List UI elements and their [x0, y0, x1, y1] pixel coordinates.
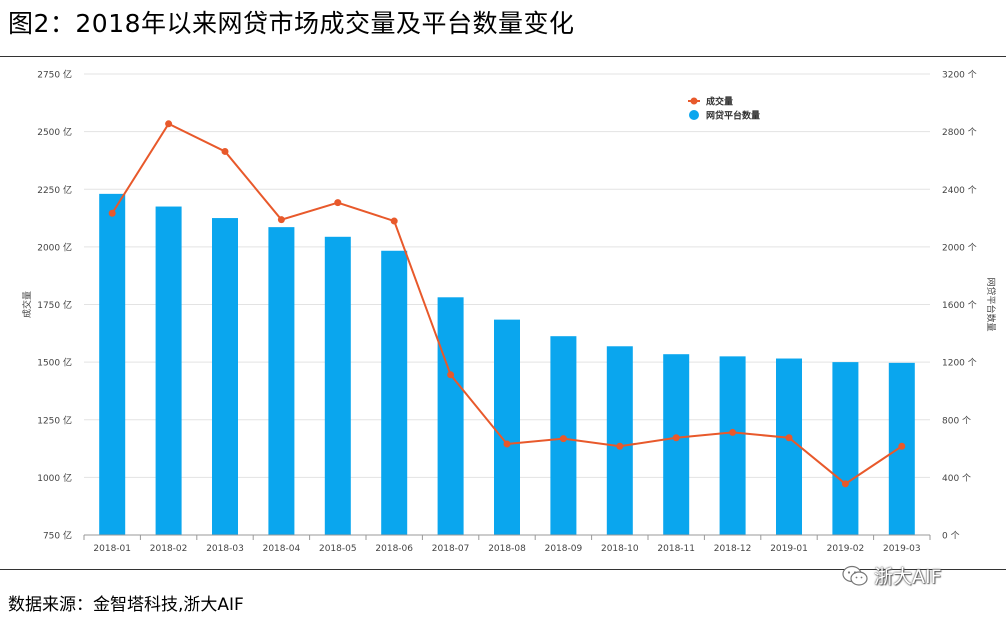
wechat-icon	[842, 565, 868, 586]
watermark: 浙大AIF	[842, 562, 942, 589]
line-point	[841, 480, 849, 488]
bar-series	[99, 193, 915, 536]
x-tick-label: 2019-01	[770, 544, 808, 554]
line-point	[390, 217, 398, 225]
line-point	[447, 371, 455, 379]
y-left-axis-title: 成交量	[21, 291, 33, 318]
top-rule	[0, 56, 1006, 57]
x-tick-label: 2018-01	[93, 544, 131, 554]
y-left-tick-label: 2250 亿	[37, 184, 72, 196]
figure-title: 图2：2018年以来网贷市场成交量及平台数量变化	[8, 9, 575, 38]
y-right-tick-label: 0 个	[942, 531, 960, 542]
y-right-axis-title: 网贷平台数量	[985, 277, 997, 331]
x-tick-label: 2018-07	[432, 544, 470, 554]
bar	[719, 356, 746, 535]
line-point	[898, 442, 906, 450]
bar	[437, 297, 464, 535]
y-right-tick-label: 800 个	[942, 415, 971, 426]
bar	[776, 358, 802, 535]
legend-line-dot	[690, 97, 698, 105]
legend-label-line: 成交量	[706, 96, 733, 108]
bar	[832, 362, 859, 535]
bar	[494, 319, 520, 535]
bar	[663, 354, 690, 535]
line-point	[221, 147, 229, 155]
line-point	[559, 435, 567, 443]
x-tick-label: 2018-10	[601, 544, 639, 554]
x-tick-label: 2018-05	[319, 544, 357, 554]
line-point	[277, 216, 285, 224]
y-left-tick-label: 1750 亿	[37, 299, 72, 311]
bar	[606, 346, 633, 535]
x-tick-label: 2018-03	[206, 544, 244, 554]
bottom-rule	[0, 569, 1006, 570]
y-right-tick-label: 2000 个	[942, 242, 977, 253]
y-left-tick-label: 1000 亿	[37, 472, 72, 484]
x-tick-label: 2018-02	[150, 544, 188, 554]
line-point	[729, 428, 737, 436]
x-tick-label: 2018-04	[263, 544, 301, 554]
line-series	[108, 120, 906, 488]
legend-label-bar: 网贷平台数量	[706, 110, 760, 122]
x-tick-label: 2018-08	[488, 544, 526, 554]
combo-chart: 750 亿 1000 亿 1250 亿 1500 亿 1750 亿 2000 亿 2250 …	[21, 69, 997, 555]
y-left-tick-label: 2000 亿	[37, 241, 72, 253]
bar	[268, 227, 295, 536]
x-tick-label: 2018-12	[714, 544, 752, 554]
bar	[212, 218, 238, 535]
x-tick-label: 2018-11	[657, 544, 695, 554]
y-right-tick-label: 1600 个	[942, 300, 977, 311]
legend-bar-swatch	[689, 110, 699, 120]
x-tick-label: 2019-02	[827, 544, 865, 554]
y-left-tick-label: 2750 亿	[37, 69, 72, 81]
source-note: 数据来源：金智塔科技,浙大AIF	[8, 595, 244, 615]
y-left-tick-label: 2500 亿	[37, 126, 72, 138]
bar	[381, 250, 408, 535]
axes: 750 亿 1000 亿 1250 亿 1500 亿 1750 亿 2000 亿 2250 …	[21, 69, 997, 555]
line-point	[616, 442, 624, 450]
line-point	[672, 434, 680, 442]
x-tick-label: 2019-03	[883, 544, 921, 554]
bar	[324, 236, 351, 535]
x-tick-label: 2018-09	[545, 544, 583, 554]
line-point	[785, 434, 793, 442]
line-point	[165, 120, 173, 128]
line-point	[503, 440, 511, 448]
watermark-text: 浙大AIF	[874, 566, 942, 588]
y-right-tick-label: 2400 个	[942, 185, 977, 196]
y-left-tick-label: 1500 亿	[37, 357, 72, 369]
line-point	[334, 199, 342, 207]
y-right-tick-label: 2800 个	[942, 127, 977, 138]
y-right-tick-label: 1200 个	[942, 358, 977, 369]
bar	[99, 193, 126, 536]
y-left-tick-label: 1250 亿	[37, 414, 72, 426]
x-tick-label: 2018-06	[375, 544, 413, 554]
bar	[155, 206, 182, 535]
y-right-tick-label: 400 个	[942, 473, 971, 484]
y-left-tick-label: 750 亿	[43, 530, 72, 542]
y-right-tick-label: 3200 个	[942, 70, 977, 81]
line-point	[108, 209, 116, 217]
